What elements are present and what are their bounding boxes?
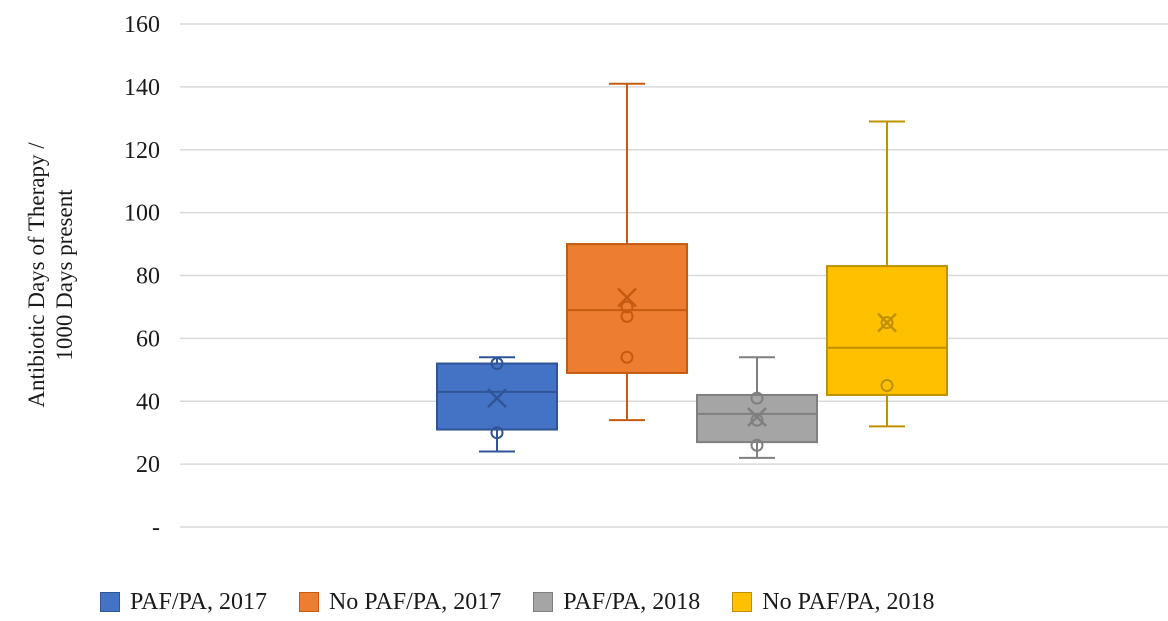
data-point	[490, 426, 504, 440]
y-tick-label: -	[152, 515, 160, 541]
y-axis-title-line-1: Antibiotic Days of Therapy /	[24, 142, 49, 408]
legend-item-no-paf-2017: No PAF/PA, 2017	[298, 588, 502, 616]
box-series	[826, 120, 948, 428]
data-point	[750, 438, 764, 452]
y-tick-label: 80	[136, 264, 160, 290]
y-tick-label: 60	[136, 326, 160, 352]
y-tick-label: 160	[124, 12, 160, 38]
y-tick-label: 40	[136, 389, 160, 415]
legend-swatch	[298, 592, 319, 612]
legend-label: No PAF/PA, 2017	[328, 588, 502, 615]
legend-swatch	[100, 592, 120, 612]
data-point	[620, 350, 634, 364]
y-tick-label: 100	[124, 201, 160, 227]
box-series	[696, 356, 818, 459]
y-tick-label: 140	[124, 75, 160, 101]
legend-label: PAF/PA, 2018	[563, 588, 701, 615]
data-point	[880, 379, 894, 393]
mean-marker	[747, 407, 767, 427]
legend-item-paf-2017: PAF/PA, 2017	[100, 589, 267, 616]
data-point	[880, 316, 894, 330]
legend-label: No PAF/PA, 2018	[762, 588, 935, 615]
box-series	[436, 356, 558, 453]
box-iqr	[826, 265, 948, 396]
legend-swatch	[533, 592, 554, 612]
box-iqr	[566, 243, 688, 374]
data-point	[490, 357, 504, 371]
legend-label: PAF/PA, 2017	[130, 588, 267, 615]
legend-swatch	[732, 592, 753, 612]
box-series	[566, 82, 688, 422]
legend-item-paf-2018: PAF/PA, 2018	[533, 589, 700, 616]
data-point	[750, 391, 764, 405]
y-tick-label: 20	[136, 452, 160, 478]
data-point	[620, 300, 634, 314]
y-tick-label: 120	[124, 138, 160, 164]
legend: PAF/PA, 2017 No PAF/PA, 2017 PAF/PA, 201…	[100, 584, 1160, 620]
data-point	[750, 413, 764, 427]
box-series-layer	[436, 82, 948, 459]
box-plot-chart: - 20 40 60 80 100 120 140 160 Antibiotic Days of…	[24, 12, 1168, 541]
mean-marker	[487, 388, 507, 408]
mean-marker	[617, 287, 637, 308]
mean-marker	[877, 312, 897, 333]
y-axis-title-line-2: 1000 Days present	[52, 189, 77, 361]
data-point	[620, 309, 634, 323]
legend-item-no-paf-2018: No PAF/PA, 2018	[732, 588, 935, 616]
y-axis-ticks: - 20 40 60 80 100 120 140 160	[124, 12, 160, 541]
